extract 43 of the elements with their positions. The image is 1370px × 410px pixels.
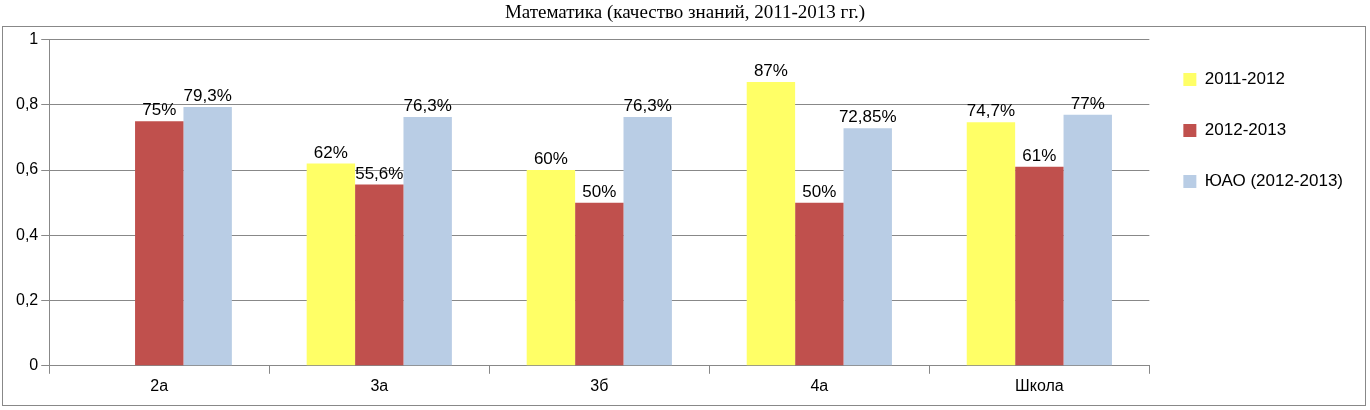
data-label: 60% [533,149,568,169]
bar [526,170,576,366]
legend-label: 2011-2012 [1204,69,1285,89]
y-tick-label: 0,8 [15,95,39,113]
data-label: 87% [753,61,788,81]
data-label: 50% [802,181,837,201]
data-label: 55,6% [355,163,404,183]
data-label: 72,85% [838,107,897,127]
bar [1015,166,1064,366]
legend-label: ЮАО (2012-2013) [1204,171,1344,191]
data-label: 76,3% [623,96,672,116]
bar [843,128,892,366]
y-tick-label: 0,6 [15,160,39,178]
bar [403,116,452,366]
bar [746,82,796,366]
bar [966,122,1016,366]
legend-label: 2012-2013 [1204,120,1287,140]
data-label: 79,3% [183,86,232,106]
bar [1063,114,1112,366]
bar [575,202,624,366]
x-tick-label: 4а [810,376,829,394]
data-label: 61% [1022,146,1057,166]
bar [623,116,672,366]
data-label: 50% [582,181,617,201]
x-tick-label: 2а [150,376,169,394]
bar [795,202,844,366]
y-tick-label: 1 [29,30,39,48]
data-label: 74,7% [966,101,1016,121]
x-tick-label: Школа [1015,376,1064,394]
data-label: 75% [142,100,177,120]
bar [355,184,404,366]
data-label: 62% [313,142,348,162]
bar [183,107,232,366]
x-tick-label: 3а [370,376,389,394]
x-tick-label: 3б [590,376,609,394]
data-label: 76,3% [403,96,452,116]
chart-title: Математика (качество знаний, 2011-2013 гг.) [503,0,867,24]
y-tick-label: 0 [29,356,39,374]
y-tick-label: 0,4 [15,225,39,243]
data-label: 77% [1070,93,1105,113]
bar [135,121,184,366]
y-tick-label: 0,2 [15,290,39,308]
bar [306,163,356,366]
